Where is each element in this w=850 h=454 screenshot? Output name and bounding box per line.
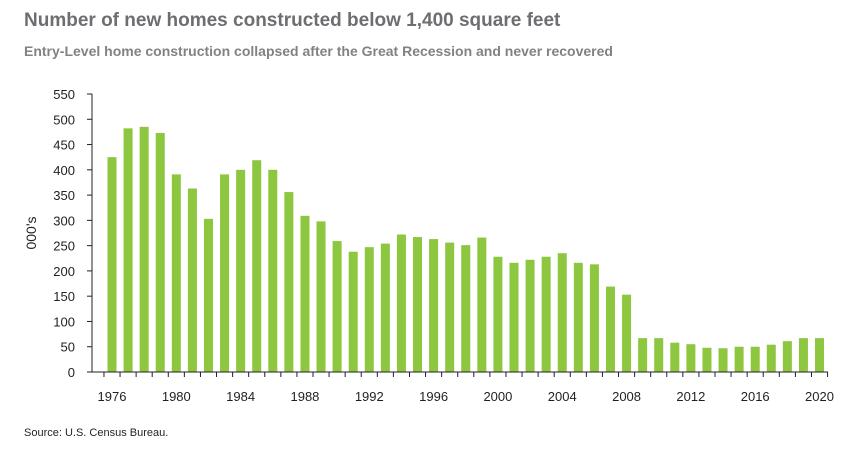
chart-subtitle: Entry-Level home construction collapsed …	[24, 43, 613, 59]
x-tick-label: 1992	[355, 389, 384, 404]
x-tick-label: 2000	[483, 389, 512, 404]
bar-2009	[638, 338, 648, 372]
y-tick-label: 550	[53, 87, 75, 102]
x-tick-label: 2004	[548, 389, 577, 404]
bar-2017	[766, 344, 776, 372]
x-tick-label: 1976	[98, 389, 127, 404]
x-tick-label: 2012	[676, 389, 705, 404]
y-tick-label: 200	[53, 264, 75, 279]
bar-1981	[187, 188, 197, 372]
y-tick-label: 100	[53, 314, 75, 329]
bar-2000	[493, 256, 503, 372]
bar-2014	[718, 348, 728, 372]
bar-2012	[686, 344, 696, 372]
bar-1995	[413, 237, 423, 372]
y-tick-label: 300	[53, 213, 75, 228]
x-tick-label: 2016	[741, 389, 770, 404]
bar-1994	[396, 234, 406, 372]
x-axis-ticks: 1976 1980 1984 1988 1992 1996 2000 2004 2008 2012…	[98, 372, 834, 404]
bar-1993	[380, 243, 390, 372]
bar-1979	[155, 132, 165, 372]
bar-1985	[252, 160, 262, 372]
bar-2004	[557, 253, 567, 372]
bar-2020	[815, 338, 825, 372]
y-tick-label: 350	[53, 188, 75, 203]
bar-1988	[300, 215, 310, 372]
bar-2013	[702, 347, 712, 372]
y-tick-label: 50	[61, 340, 75, 355]
x-tick-label: 1988	[290, 389, 319, 404]
x-tick-label: 2008	[612, 389, 641, 404]
x-tick-label: 2020	[805, 389, 834, 404]
y-axis-ticks: 0 50 100 150 200 250 300 350 400 450 500 550	[53, 87, 92, 380]
y-tick-label: 0	[68, 365, 75, 380]
bar-2011	[670, 342, 680, 372]
bar-1990	[332, 241, 342, 372]
y-tick-label: 250	[53, 239, 75, 254]
bar-1986	[268, 169, 278, 372]
bar-2010	[654, 338, 664, 372]
bar-2002	[525, 259, 535, 372]
bar-1989	[316, 221, 326, 372]
chart-title: Number of new homes constructed below 1,…	[24, 10, 561, 31]
bar-1992	[364, 247, 374, 372]
bar-1982	[203, 218, 213, 372]
bar-1977	[123, 128, 133, 372]
bar-2001	[509, 262, 519, 372]
x-tick-label: 1984	[226, 389, 255, 404]
x-tick-label: 1980	[162, 389, 191, 404]
x-tick-label: 1996	[419, 389, 448, 404]
bar-2006	[589, 264, 599, 372]
y-tick-label: 450	[53, 138, 75, 153]
y-tick-label: 150	[53, 289, 75, 304]
bar-1991	[348, 251, 358, 372]
y-tick-label: 500	[53, 112, 75, 127]
bar-1987	[284, 192, 294, 372]
bar-2003	[541, 256, 551, 372]
bar-2015	[734, 346, 744, 372]
y-tick-label: 400	[53, 163, 75, 178]
bar-series	[107, 126, 825, 372]
bar-1999	[477, 237, 487, 372]
bar-1996	[429, 239, 439, 372]
bar-1980	[171, 174, 181, 372]
bar-1978	[139, 126, 149, 372]
bar-2008	[622, 294, 632, 372]
bar-2007	[605, 286, 615, 372]
bar-1983	[220, 174, 230, 372]
bar-2018	[782, 341, 792, 372]
source-note: Source: U.S. Census Bureau.	[24, 427, 169, 439]
bar-2019	[798, 338, 808, 372]
bar-2005	[573, 262, 583, 372]
bar-1997	[445, 242, 455, 372]
bar-1984	[236, 169, 246, 372]
bar-2016	[750, 346, 760, 372]
bar-1976	[107, 157, 117, 372]
y-axis-title: 000's	[23, 216, 39, 249]
bar-1998	[461, 245, 471, 372]
